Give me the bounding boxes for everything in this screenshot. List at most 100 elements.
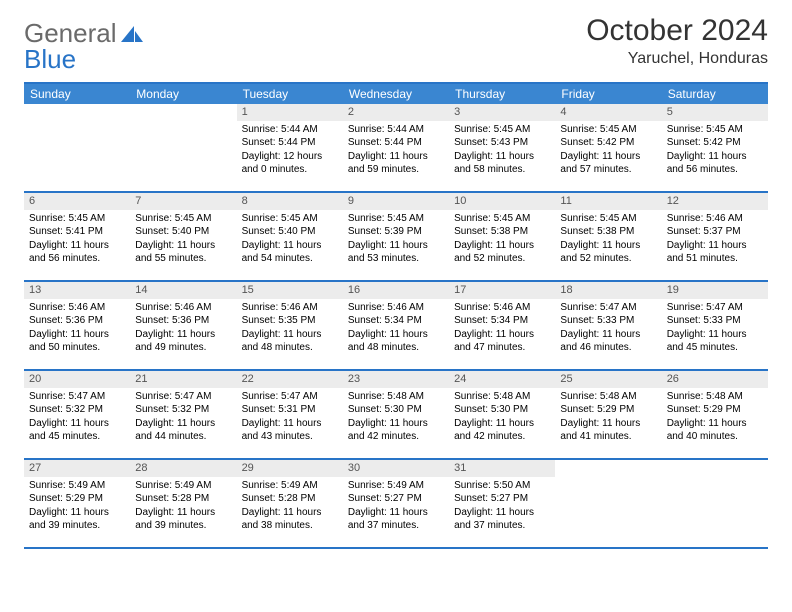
sunset-line: Sunset: 5:37 PM [667,225,763,239]
day-number: 15 [237,282,343,299]
page-header: General October 2024 Yaruchel, Honduras [0,0,792,72]
day-body: Sunrise: 5:45 AMSunset: 5:41 PMDaylight:… [24,210,130,270]
sunset-line: Sunset: 5:29 PM [560,403,656,417]
day-body: Sunrise: 5:45 AMSunset: 5:40 PMDaylight:… [130,210,236,270]
daylight-line: Daylight: 11 hours and 41 minutes. [560,417,656,444]
sunset-line: Sunset: 5:34 PM [454,314,550,328]
weeks-container: 1Sunrise: 5:44 AMSunset: 5:44 PMDaylight… [24,104,768,549]
daylight-line: Daylight: 11 hours and 56 minutes. [667,150,763,177]
sunset-line: Sunset: 5:40 PM [242,225,338,239]
day-cell: 27Sunrise: 5:49 AMSunset: 5:29 PMDayligh… [24,460,130,547]
day-cell: 31Sunrise: 5:50 AMSunset: 5:27 PMDayligh… [449,460,555,547]
day-body: Sunrise: 5:47 AMSunset: 5:33 PMDaylight:… [662,299,768,359]
daylight-line: Daylight: 11 hours and 55 minutes. [135,239,231,266]
day-cell [662,460,768,547]
daylight-line: Daylight: 11 hours and 57 minutes. [560,150,656,177]
week-row: 1Sunrise: 5:44 AMSunset: 5:44 PMDaylight… [24,104,768,193]
sunset-line: Sunset: 5:44 PM [348,136,444,150]
day-cell: 24Sunrise: 5:48 AMSunset: 5:30 PMDayligh… [449,371,555,458]
sunrise-line: Sunrise: 5:48 AM [667,390,763,404]
sunset-line: Sunset: 5:41 PM [29,225,125,239]
day-body: Sunrise: 5:48 AMSunset: 5:29 PMDaylight:… [555,388,661,448]
weekday-header: Sunday [24,84,130,104]
daylight-line: Daylight: 11 hours and 42 minutes. [454,417,550,444]
day-number: 14 [130,282,236,299]
day-number: 13 [24,282,130,299]
sunrise-line: Sunrise: 5:49 AM [242,479,338,493]
sunset-line: Sunset: 5:42 PM [667,136,763,150]
sunrise-line: Sunrise: 5:45 AM [454,123,550,137]
calendar: SundayMondayTuesdayWednesdayThursdayFrid… [24,82,768,549]
day-body: Sunrise: 5:49 AMSunset: 5:28 PMDaylight:… [237,477,343,537]
day-body: Sunrise: 5:46 AMSunset: 5:35 PMDaylight:… [237,299,343,359]
daylight-line: Daylight: 11 hours and 48 minutes. [348,328,444,355]
sunrise-line: Sunrise: 5:45 AM [667,123,763,137]
sunrise-line: Sunrise: 5:45 AM [454,212,550,226]
sunrise-line: Sunrise: 5:47 AM [560,301,656,315]
day-body: Sunrise: 5:46 AMSunset: 5:36 PMDaylight:… [24,299,130,359]
daylight-line: Daylight: 11 hours and 42 minutes. [348,417,444,444]
sunset-line: Sunset: 5:32 PM [135,403,231,417]
day-cell: 29Sunrise: 5:49 AMSunset: 5:28 PMDayligh… [237,460,343,547]
sunset-line: Sunset: 5:38 PM [454,225,550,239]
day-cell: 11Sunrise: 5:45 AMSunset: 5:38 PMDayligh… [555,193,661,280]
day-cell: 25Sunrise: 5:48 AMSunset: 5:29 PMDayligh… [555,371,661,458]
day-number: 6 [24,193,130,210]
day-cell: 16Sunrise: 5:46 AMSunset: 5:34 PMDayligh… [343,282,449,369]
sunrise-line: Sunrise: 5:44 AM [348,123,444,137]
day-cell: 30Sunrise: 5:49 AMSunset: 5:27 PMDayligh… [343,460,449,547]
day-cell: 13Sunrise: 5:46 AMSunset: 5:36 PMDayligh… [24,282,130,369]
daylight-line: Daylight: 11 hours and 49 minutes. [135,328,231,355]
day-number: 18 [555,282,661,299]
sunset-line: Sunset: 5:36 PM [135,314,231,328]
day-body: Sunrise: 5:47 AMSunset: 5:32 PMDaylight:… [24,388,130,448]
daylight-line: Daylight: 11 hours and 50 minutes. [29,328,125,355]
day-body: Sunrise: 5:44 AMSunset: 5:44 PMDaylight:… [237,121,343,181]
day-body: Sunrise: 5:49 AMSunset: 5:29 PMDaylight:… [24,477,130,537]
day-cell: 26Sunrise: 5:48 AMSunset: 5:29 PMDayligh… [662,371,768,458]
sunrise-line: Sunrise: 5:50 AM [454,479,550,493]
sunrise-line: Sunrise: 5:49 AM [29,479,125,493]
logo-text-b: Blue [24,44,76,75]
sunset-line: Sunset: 5:35 PM [242,314,338,328]
daylight-line: Daylight: 11 hours and 52 minutes. [560,239,656,266]
sunset-line: Sunset: 5:28 PM [135,492,231,506]
day-cell: 3Sunrise: 5:45 AMSunset: 5:43 PMDaylight… [449,104,555,191]
daylight-line: Daylight: 11 hours and 45 minutes. [29,417,125,444]
day-cell: 2Sunrise: 5:44 AMSunset: 5:44 PMDaylight… [343,104,449,191]
sunrise-line: Sunrise: 5:46 AM [135,301,231,315]
day-body: Sunrise: 5:50 AMSunset: 5:27 PMDaylight:… [449,477,555,537]
sunrise-line: Sunrise: 5:48 AM [560,390,656,404]
weekday-header: Friday [555,84,661,104]
sunrise-line: Sunrise: 5:45 AM [135,212,231,226]
daylight-line: Daylight: 11 hours and 37 minutes. [454,506,550,533]
day-number: 12 [662,193,768,210]
day-number: 21 [130,371,236,388]
day-body: Sunrise: 5:45 AMSunset: 5:39 PMDaylight:… [343,210,449,270]
day-number: 31 [449,460,555,477]
day-cell [555,460,661,547]
weekday-header: Monday [130,84,236,104]
day-cell: 28Sunrise: 5:49 AMSunset: 5:28 PMDayligh… [130,460,236,547]
sunrise-line: Sunrise: 5:47 AM [242,390,338,404]
day-cell: 19Sunrise: 5:47 AMSunset: 5:33 PMDayligh… [662,282,768,369]
daylight-line: Daylight: 11 hours and 37 minutes. [348,506,444,533]
sunset-line: Sunset: 5:39 PM [348,225,444,239]
weekday-header-row: SundayMondayTuesdayWednesdayThursdayFrid… [24,84,768,104]
day-body: Sunrise: 5:48 AMSunset: 5:29 PMDaylight:… [662,388,768,448]
daylight-line: Daylight: 11 hours and 47 minutes. [454,328,550,355]
day-cell: 4Sunrise: 5:45 AMSunset: 5:42 PMDaylight… [555,104,661,191]
daylight-line: Daylight: 11 hours and 51 minutes. [667,239,763,266]
day-cell: 23Sunrise: 5:48 AMSunset: 5:30 PMDayligh… [343,371,449,458]
sunset-line: Sunset: 5:36 PM [29,314,125,328]
daylight-line: Daylight: 11 hours and 52 minutes. [454,239,550,266]
day-number: 22 [237,371,343,388]
day-cell: 5Sunrise: 5:45 AMSunset: 5:42 PMDaylight… [662,104,768,191]
sunrise-line: Sunrise: 5:46 AM [454,301,550,315]
day-body: Sunrise: 5:45 AMSunset: 5:43 PMDaylight:… [449,121,555,181]
daylight-line: Daylight: 11 hours and 46 minutes. [560,328,656,355]
day-number: 27 [24,460,130,477]
sunset-line: Sunset: 5:32 PM [29,403,125,417]
day-number: 8 [237,193,343,210]
sunrise-line: Sunrise: 5:45 AM [560,123,656,137]
